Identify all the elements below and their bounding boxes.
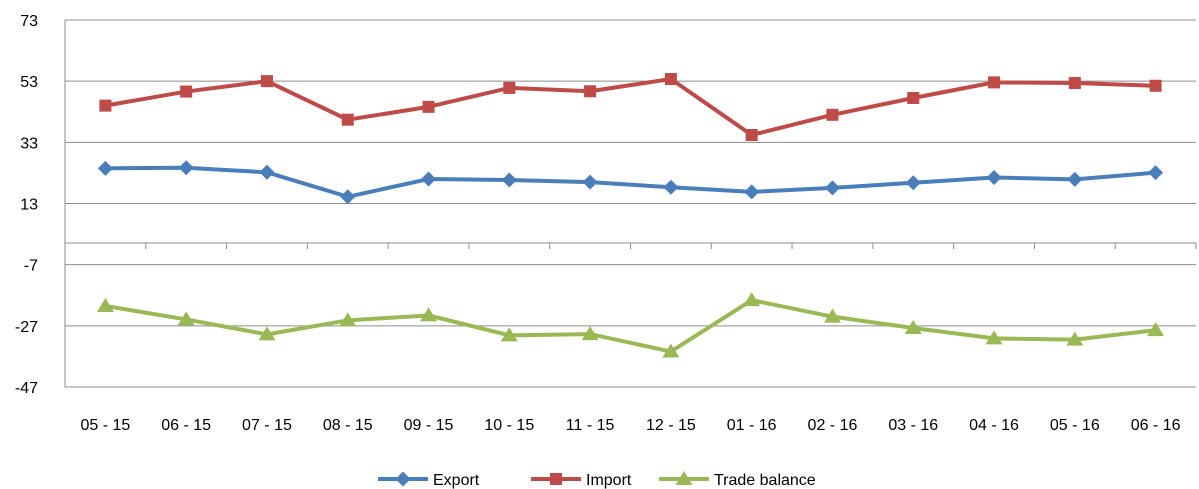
data-point-triangle: [96, 297, 114, 312]
y-tick-label: 13: [20, 197, 38, 214]
data-point-diamond: [178, 160, 194, 176]
y-axis-tick-labels: 73 53 33 13 -7 -27 -47: [15, 13, 38, 397]
data-point-diamond: [744, 184, 760, 200]
y-tick-label: -7: [24, 258, 38, 275]
data-point-square: [826, 108, 839, 121]
y-tick-label: -27: [15, 319, 38, 336]
legend-item: Export: [378, 471, 480, 489]
data-point-square: [341, 113, 354, 126]
x-tick-label: 06 - 16: [1131, 417, 1181, 434]
x-tick-label: 05 - 15: [80, 417, 130, 434]
data-point-square: [907, 91, 920, 104]
y-tick-label: -47: [15, 380, 38, 397]
data-point-square: [503, 81, 516, 94]
data-point-square: [180, 85, 193, 98]
data-point-triangle: [420, 307, 438, 322]
data-point-triangle: [500, 327, 518, 342]
data-point-square: [745, 128, 758, 141]
data-point-diamond: [1148, 165, 1164, 181]
series-line: [105, 298, 1156, 354]
series-layer: [96, 73, 1165, 358]
data-point-square: [584, 85, 597, 98]
x-tick-label: 09 - 15: [404, 417, 454, 434]
series-import: [99, 73, 1162, 141]
data-point-triangle: [1147, 322, 1165, 337]
data-point-square: [99, 99, 112, 112]
legend-item: Import: [531, 472, 632, 489]
data-point-triangle: [823, 308, 841, 323]
gridlines: [65, 19, 1196, 388]
x-tick-label: 07 - 15: [242, 417, 292, 434]
series-line: [105, 165, 1156, 199]
data-point-diamond: [259, 164, 275, 180]
x-tick-label: 03 - 16: [888, 417, 938, 434]
axes: [64, 20, 1197, 387]
data-point-square: [664, 73, 677, 86]
data-point-diamond: [824, 180, 840, 196]
data-point-triangle: [985, 330, 1003, 345]
data-point-diamond: [97, 160, 113, 176]
data-point-diamond: [986, 170, 1002, 186]
y-tick-label: 33: [20, 135, 38, 152]
x-tick-label: 10 - 15: [484, 417, 534, 434]
data-point-diamond: [421, 171, 437, 187]
data-point-triangle: [904, 319, 922, 334]
x-tick-label: 11 - 15: [566, 417, 615, 434]
data-point-triangle: [1066, 331, 1084, 346]
x-tick-label: 06 - 15: [161, 417, 211, 434]
data-point-triangle: [339, 312, 357, 327]
data-point-triangle: [675, 471, 693, 485]
data-point-diamond: [340, 189, 356, 205]
data-point-triangle: [177, 311, 195, 326]
y-tick-label: 53: [20, 74, 38, 91]
data-point-diamond: [582, 174, 598, 190]
legend: Export Import Trade balance: [378, 471, 816, 489]
y-tick-label: 73: [20, 13, 38, 30]
data-point-square: [1068, 77, 1081, 90]
data-point-triangle: [258, 326, 276, 341]
x-tick-label: 08 - 15: [323, 417, 373, 434]
x-tick-label: 05 - 16: [1050, 417, 1100, 434]
data-point-diamond: [501, 172, 517, 188]
data-point-diamond: [1067, 171, 1083, 187]
data-point-square: [550, 473, 562, 485]
data-point-triangle: [743, 292, 761, 307]
series-trade-balance: [96, 292, 1165, 358]
legend-label: Trade balance: [714, 472, 816, 489]
data-point-diamond: [905, 175, 921, 191]
data-point-square: [1149, 79, 1162, 92]
x-tick-label: 01 - 16: [727, 417, 777, 434]
data-point-diamond: [395, 471, 411, 487]
data-point-square: [260, 75, 273, 88]
data-point-diamond: [663, 179, 679, 195]
legend-item: Trade balance: [659, 471, 816, 489]
legend-label: Export: [433, 472, 480, 489]
series-export: [97, 160, 1164, 205]
data-point-triangle: [581, 326, 599, 341]
data-point-square: [422, 100, 435, 113]
series-line: [105, 77, 1156, 137]
x-tick-label: 02 - 16: [808, 417, 858, 434]
data-point-triangle: [662, 343, 680, 358]
data-point-square: [988, 76, 1001, 89]
x-tick-label: 04 - 16: [969, 417, 1019, 434]
x-axis-tick-labels: 05 - 15 06 - 15 07 - 15 08 - 15 09 - 15 10 - …: [80, 417, 1180, 434]
legend-label: Import: [586, 472, 632, 489]
x-tick-label: 12 - 15: [646, 417, 696, 434]
